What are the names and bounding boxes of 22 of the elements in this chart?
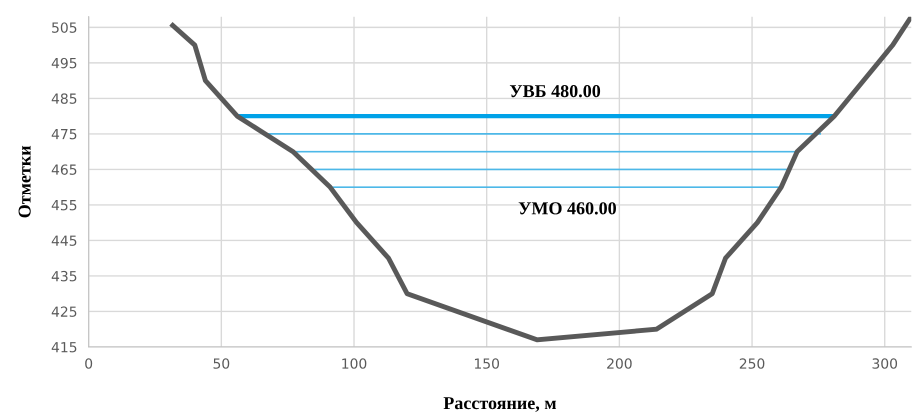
x-tick-label: 100 (342, 358, 366, 369)
x-axis-title: Расстояние, м (444, 397, 556, 412)
y-tick-label: 455 (52, 200, 76, 210)
y-tick-label: 435 (52, 270, 76, 282)
x-tick-label: 200 (607, 358, 632, 369)
y-tick-label: 485 (52, 93, 76, 104)
y-tick-label: 505 (52, 22, 76, 33)
x-tick-label: 0 (85, 358, 92, 369)
line-series (168, 16, 912, 342)
y-tick-label: 475 (52, 129, 76, 140)
y-tick-label: 415 (52, 342, 76, 352)
x-tick-label: 250 (740, 358, 764, 369)
x-tick-label: 300 (872, 358, 898, 369)
y-tick-label: 425 (52, 306, 76, 317)
x-tick-label: 50 (214, 358, 230, 369)
y-tick-label: 445 (52, 236, 76, 246)
annotation: УВБ 480.00 (510, 85, 600, 98)
annotation: УМО 460.00 (518, 202, 616, 214)
x-tick-label: 150 (474, 358, 500, 369)
y-axis-title: Отметки (18, 146, 31, 218)
y-tick-label: 495 (52, 58, 76, 68)
y-tick-label: 465 (52, 164, 76, 175)
